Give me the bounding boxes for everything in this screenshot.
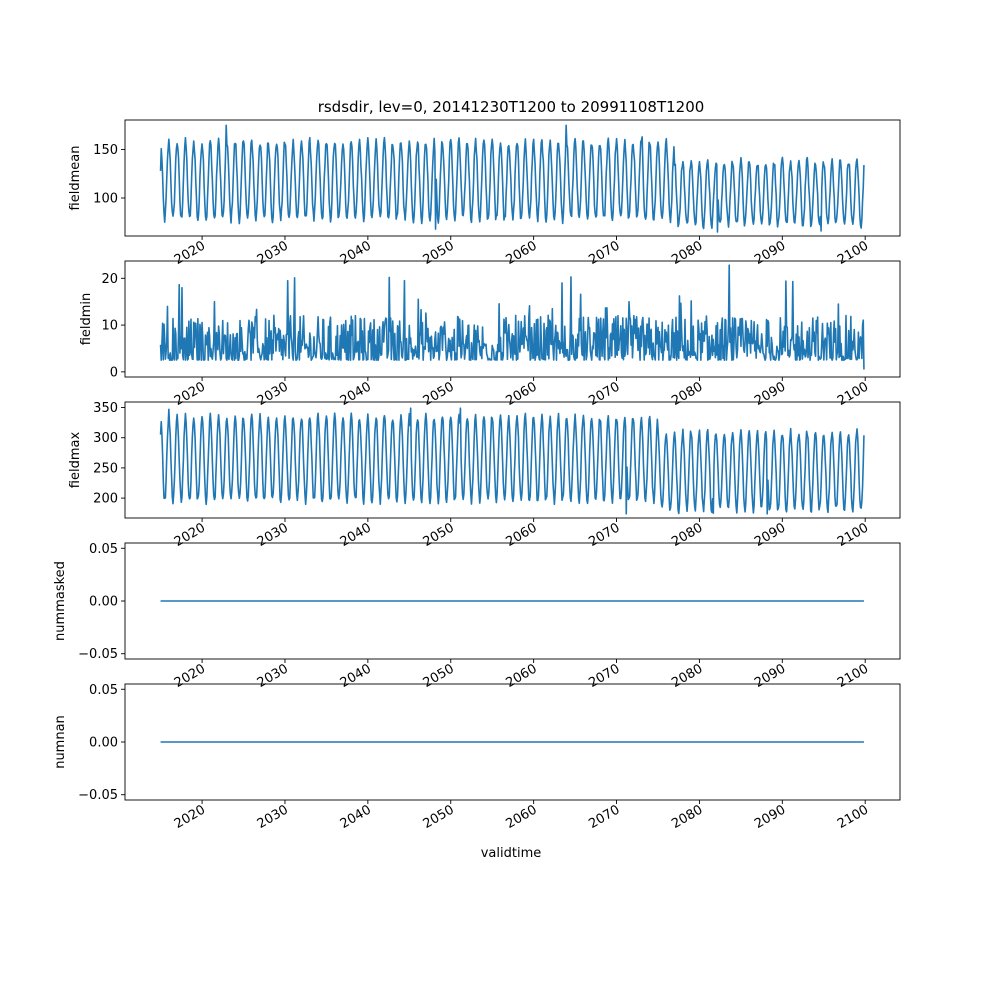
- y-tick-label-fieldmin: 20: [101, 272, 118, 287]
- y-tick-label-fieldmax: 350: [93, 401, 118, 416]
- y-tick-label-fieldmax: 250: [93, 461, 118, 476]
- y-axis-label-fieldmin: fieldmin: [79, 293, 94, 346]
- y-axis-label-fieldmean: fieldmean: [68, 146, 83, 211]
- y-axis-label-fieldmax: fieldmax: [68, 432, 83, 489]
- y-tick-label-nummasked: 0.00: [89, 595, 118, 610]
- axes-frame-fieldmax: [124, 401, 901, 519]
- chart-title: rsdsdir, lev=0, 20141230T1200 to 2099110…: [318, 98, 705, 116]
- series-line-fieldmin: [159, 264, 865, 370]
- y-tick-label-fieldmin: 10: [101, 319, 118, 334]
- y-tick-label-numnan: 0.00: [89, 736, 118, 751]
- y-tick-label-numnan: −0.05: [78, 788, 118, 803]
- y-tick-label-fieldmax: 300: [93, 431, 118, 446]
- axes-frame-fieldmean: [124, 119, 901, 237]
- y-tick-label-fieldmax: 200: [93, 492, 118, 507]
- y-tick-label-nummasked: −0.05: [78, 647, 118, 662]
- x-axis-label: validtime: [481, 846, 542, 861]
- y-tick-label-numnan: 0.05: [89, 683, 118, 698]
- y-tick-label-fieldmean: 150: [93, 143, 118, 158]
- y-tick-label-nummasked: 0.05: [89, 542, 118, 557]
- axes-frame-fieldmin: [124, 260, 901, 378]
- y-axis-label-numnan: numnan: [53, 715, 68, 769]
- series-line-fieldmean: [159, 124, 865, 233]
- series-line-fieldmax: [159, 407, 865, 515]
- y-tick-label-fieldmean: 100: [93, 192, 118, 207]
- y-axis-label-nummasked: nummasked: [53, 561, 68, 641]
- y-tick-label-fieldmin: 0: [110, 365, 118, 380]
